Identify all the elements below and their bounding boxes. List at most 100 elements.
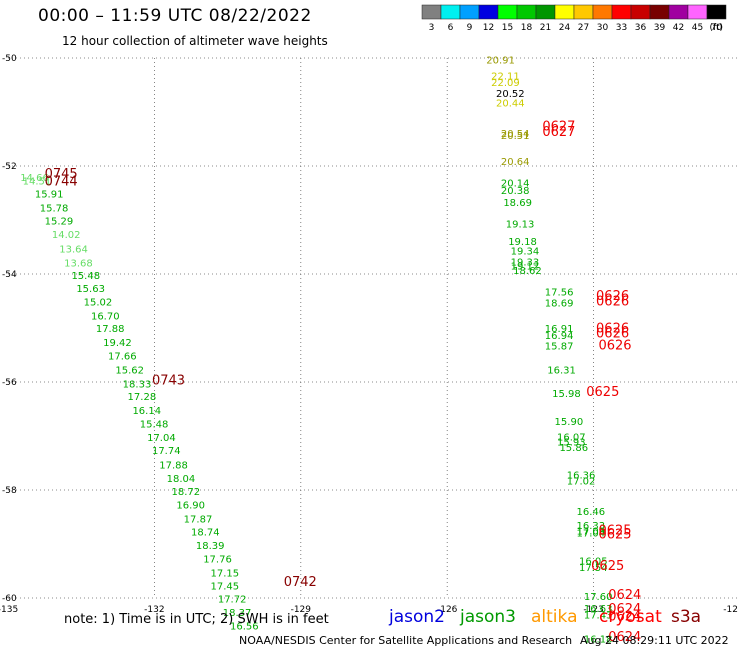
swh-point-label: 16.94 [545,331,574,342]
mission-label-s3a: s3a [671,607,702,627]
pass-time-label: 0626 [596,289,629,304]
swh-point-label: 17.43 [584,611,613,622]
swh-point-label: 17.88 [159,460,188,471]
swh-point-label: 13.64 [59,244,88,255]
swh-point-label: 17.60 [584,592,613,603]
pass-time-label: 0625 [591,559,624,574]
swh-point-label: 15.90 [555,417,584,428]
swh-point-label: 18.69 [503,198,532,209]
swh-point-label: 20.51 [501,131,530,142]
swh-point-label: 20.64 [501,157,530,168]
swh-point-label: 17.09 [577,526,606,537]
y-tick-label: -60 [2,594,17,604]
swh-point-label: 17.66 [108,351,137,362]
swh-point-label: 16.36 [567,471,596,482]
swh-point-label: 17.04 [147,433,176,444]
colorbar-swatch [573,4,594,20]
swh-point-label: 14.02 [52,230,81,241]
swh-point-label: 18.33 [123,379,152,390]
swh-point-label: 16.33 [577,521,606,532]
colorbar-swatch [459,4,480,20]
mission-label-altika: altika [531,607,578,627]
swh-point-label: 17.72 [218,594,247,605]
x-tick-label: -126 [437,605,458,615]
swh-point-label: 16.14 [132,406,161,417]
pass-time-label: 0627 [542,125,575,140]
colorbar-label: 18 [521,23,533,33]
swh-point-label: 15.86 [559,443,588,454]
colorbar-swatch [687,4,708,20]
swh-point-label: 19.12 [511,262,540,273]
swh-point-label: 22.11 [491,72,520,83]
pass-time-label: 0626 [596,327,629,342]
colorbar-swatch [516,4,537,20]
swh-point-label: 20.54 [501,129,530,140]
swh-point-label: 18.72 [171,487,200,498]
swh-point-label: 15.63 [76,284,105,295]
pass-time-label: 0744 [45,174,78,189]
colorbar-swatch [668,4,689,20]
swh-point-label: 18.62 [513,266,542,277]
swh-point-label: 20.52 [496,89,525,100]
colorbar-label: 24 [559,23,571,33]
pass-time-label: 0625 [598,528,631,543]
pass-time-label: 0625 [586,385,619,400]
swh-point-label: 19.33 [511,257,540,268]
x-tick-label: -12 [723,605,738,615]
x-tick-label: -129 [291,605,312,615]
footer-timestamp: Aug 24 08:29:11 UTC 2022 [580,634,729,647]
pass-time-label: 0626 [596,294,629,309]
swh-point-label: 17.54 [579,563,608,574]
swh-point-label: 20.38 [501,186,530,197]
colorbar-swatch [535,4,556,20]
swh-point-label: 19.42 [103,338,132,349]
swh-point-label: 15.29 [45,216,74,227]
colorbar: 3 6 9 12 15 18 21 24 27 30 33 36 39 42 45 70(ft) [421,4,727,33]
swh-point-label: 17.56 [545,288,574,299]
pass-time-label: 0624 [608,610,641,625]
pass-time-label: 0745 [45,167,78,182]
x-tick-label: -123 [583,605,603,615]
swh-point-label: 17.28 [128,392,157,403]
swh-point-label: 15.48 [71,271,100,282]
colorbar-label: 39 [654,23,666,33]
swh-point-label: 20.44 [496,99,525,110]
swh-point-label: 13.68 [64,258,93,269]
swh-point-label: 19.34 [511,247,540,258]
swh-point-label: 16.05 [579,557,608,568]
colorbar-swatch [706,4,727,20]
y-tick-label: -56 [2,378,17,388]
colorbar-label: 70 [711,23,723,33]
colorbar-swatch [478,4,499,20]
y-tick-label: -52 [2,162,17,172]
swh-point-label: 16.46 [577,507,606,518]
swh-point-label: 18.69 [545,298,574,309]
y-tick-label: -54 [2,270,17,280]
mission-label-jason3: jason3 [460,607,516,627]
swh-point-label: 17.15 [211,568,240,579]
pass-time-label: 0742 [284,575,317,590]
colorbar-label: 6 [448,23,454,33]
swh-point-label: 16.31 [547,365,576,376]
swh-point-label: 18.04 [167,474,196,485]
swh-point-label: 19.18 [508,237,537,248]
colorbar-label: 21 [540,23,551,33]
colorbar-label: 3 [429,23,435,33]
pass-time-label: 0626 [598,339,631,354]
time-labels: 0745074407430742062706270626062606260626… [45,119,642,645]
swh-point-label: 18.37 [223,608,252,619]
swh-point-label: 16.56 [230,621,259,632]
swh-point-label: 15.98 [552,389,581,400]
swh-point-label: 17.04 [577,528,606,539]
swh-point-label: 16.90 [176,500,205,511]
swh-point-label: 15.02 [84,297,113,308]
y-tick-label: -50 [2,54,17,64]
swh-point-label: 17.02 [567,477,596,488]
swh-point-label: 18.74 [191,527,220,538]
pass-time-label: 0627 [542,119,575,134]
mission-label-cryosat: cryosat [599,607,662,627]
swh-point-label: 16.70 [91,311,120,322]
colorbar-label: 27 [578,23,589,33]
